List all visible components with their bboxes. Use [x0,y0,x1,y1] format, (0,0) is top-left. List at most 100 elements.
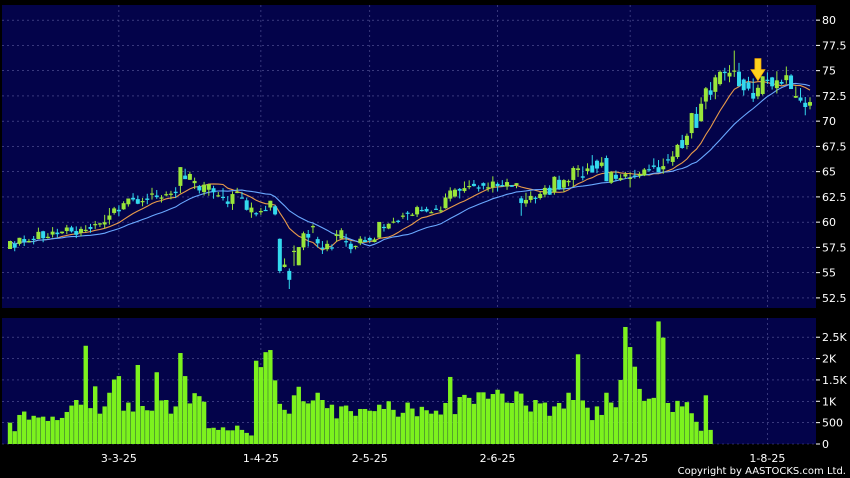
candle [93,220,98,229]
volume-bar [263,352,268,444]
volume-bar [244,432,249,444]
candle [637,171,642,179]
candle-body [576,168,581,171]
candle-body [443,197,448,209]
candle-body [244,200,249,210]
candle [741,78,746,96]
volume-tick-label: 2.5K [822,331,847,344]
candle-body [126,198,131,205]
candle-body [803,102,808,108]
price-tick-label: 60 [822,216,836,229]
candle-body [765,79,770,81]
candle-body [88,226,93,229]
volume-bar [566,392,571,444]
candle [74,226,79,239]
candle [31,235,36,245]
volume-bar [145,410,150,444]
candle-body [675,144,680,158]
candle [590,155,595,173]
candle [235,187,240,194]
candle [542,185,547,198]
candle-body [746,82,751,89]
candle-body [396,220,401,222]
candle-body [263,209,268,212]
price-tick-label: 62.5 [822,191,847,204]
candle [348,241,353,254]
candle-body [552,176,557,193]
volume-bar [69,405,74,444]
candle [718,70,723,86]
price-tick-label: 57.5 [822,241,847,254]
candle-body [452,189,457,197]
date-label: 2-5-25 [352,452,388,465]
candle [547,185,552,195]
candle-body [112,208,117,213]
candle [438,206,443,213]
volume-bar [17,414,22,444]
candle [419,206,424,212]
candle-body [509,185,514,187]
volume-bar [433,410,439,444]
candle-body [519,198,524,204]
candle-body [282,264,287,267]
volume-bar [306,403,311,444]
candle [202,181,207,196]
candle [808,97,812,110]
volume-bar [45,420,51,444]
volume-bar [111,379,117,444]
candle [689,112,694,139]
volume-bar [585,407,590,444]
candle [803,97,808,116]
candle-body [372,239,377,243]
volume-bar [291,395,297,444]
volume-bar [315,392,320,444]
volume-bar [377,404,382,444]
volume-axis: 0 500 1K 1.5K 2K 2.5K [816,331,847,451]
volume-bar [268,350,273,444]
candle-body [102,222,107,225]
volume-bar [580,400,585,444]
candle-body [410,214,415,216]
candle [486,182,491,192]
candle [273,205,278,216]
candle [779,79,784,85]
candle-body [268,200,273,208]
volume-bar [424,410,429,444]
candle-body [301,233,306,248]
candle-body [656,167,661,173]
candle [287,268,292,290]
candle [599,157,604,168]
volume-bar [457,397,462,444]
candle-body [192,180,197,184]
price-tick-label: 70 [822,115,836,128]
candle [263,205,268,212]
candle-body [154,195,159,198]
candle-body [329,247,334,249]
candle [164,191,169,197]
candle [434,204,439,210]
candle [41,230,46,243]
candle [505,178,510,190]
candle [206,184,211,196]
candle [471,180,476,187]
candle [254,211,259,217]
volume-bar [533,400,538,444]
candle [538,191,543,200]
volume-bar [135,364,141,444]
volume-bar [561,408,567,444]
candle-body [467,185,472,188]
candle [722,67,727,81]
candle [178,167,183,194]
volume-bar [632,366,638,444]
volume-bar [495,389,500,444]
candle [17,237,22,246]
candle-body [64,227,69,232]
candle-body [789,75,794,90]
candle [121,201,126,210]
volume-bar [7,422,13,444]
candle-body [424,208,429,212]
candle [22,235,27,246]
candle [244,197,249,211]
candle-body [495,183,500,187]
candle-body [661,166,666,170]
